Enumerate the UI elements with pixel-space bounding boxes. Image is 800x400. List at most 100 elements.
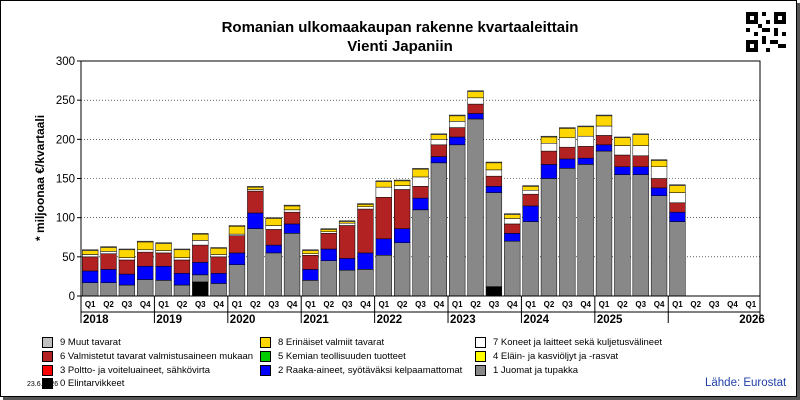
bar-segment: [540, 136, 558, 144]
bar-segment: [320, 229, 337, 233]
bar-segment: [412, 186, 429, 199]
x-tick-label: Q1: [525, 300, 536, 309]
bar-segment: [650, 187, 668, 196]
bar-segment: [82, 254, 99, 258]
bar-segment: [302, 250, 319, 254]
bar-segment: [577, 146, 594, 159]
bar-segment: [210, 247, 227, 255]
bar-segment: [265, 218, 282, 226]
x-tick-label: Q4: [580, 300, 591, 309]
bar-segment: [449, 114, 466, 117]
bar-segment: [265, 244, 282, 254]
bar-segment: [632, 174, 649, 297]
bar-segment: [467, 103, 484, 114]
bar-segment: [118, 273, 136, 286]
bar-segment: [247, 190, 264, 214]
legend-label: 2 Raaka-aineet, syötäväksi kelpaamattoma…: [278, 365, 463, 376]
bar-segment: [669, 184, 686, 186]
bar-segment: [155, 242, 172, 244]
bar-segment: [265, 225, 282, 230]
bar-segment: [504, 223, 521, 234]
bar-segment: [357, 203, 374, 205]
bar-segment: [375, 197, 392, 240]
bar-segment: [357, 208, 374, 254]
legend-swatch: [42, 378, 53, 389]
bar-segment: [192, 262, 209, 276]
bar-segment: [155, 252, 172, 267]
bar-segment: [485, 175, 503, 187]
bar-segment: [283, 209, 301, 213]
bar-segment: [559, 137, 576, 148]
bar-segment: [173, 284, 191, 297]
bar-segment: [394, 180, 411, 186]
bar-segment: [320, 228, 337, 230]
bar-segment: [467, 118, 484, 297]
bar-segment: [265, 252, 282, 297]
bar-segment: [559, 168, 576, 297]
legend-swatch: [475, 351, 486, 362]
bar-segment: [485, 162, 503, 171]
bar-segment: [302, 249, 319, 251]
bar-segment: [430, 144, 447, 157]
bar-segment: [338, 220, 356, 222]
bar-segment: [228, 235, 246, 254]
bar-segment: [394, 185, 411, 190]
chart-title: Romanian ulkomaakaupan rakenne kvartaale…: [221, 19, 579, 36]
bar-segment: [632, 155, 649, 168]
x-tick-label: Q1: [232, 300, 243, 309]
chart-subtitle: Vienti Japaniin: [347, 38, 453, 55]
legend-swatch: [260, 365, 271, 376]
x-tick-label: Q3: [709, 300, 720, 309]
source-label: Lähde: Eurostat: [705, 377, 787, 389]
year-label: 2022: [377, 314, 403, 326]
y-tick-label: 200: [56, 134, 75, 146]
bar-segment: [394, 179, 411, 182]
bar-segment: [485, 286, 503, 297]
bar-segment: [283, 233, 301, 297]
x-tick-label: Q3: [268, 300, 279, 309]
bar-segment: [522, 186, 539, 191]
bar-segment: [155, 265, 172, 281]
bar-segment: [100, 282, 117, 297]
bar-segment: [577, 126, 594, 137]
year-label: 2020: [230, 314, 256, 326]
bar-segment: [210, 247, 227, 249]
bar-segment: [449, 121, 466, 128]
bar-segment: [173, 273, 191, 286]
x-tick-label: Q2: [544, 300, 555, 309]
bar-segment: [357, 252, 374, 270]
y-tick-label: 50: [62, 252, 75, 264]
legend-swatch: [42, 365, 53, 376]
bar-segment: [375, 238, 392, 256]
x-tick-label: Q2: [250, 300, 261, 309]
bar-segment: [430, 156, 447, 164]
year-label: 2024: [523, 314, 549, 326]
bar-segment: [595, 135, 613, 146]
bar-segment: [430, 162, 447, 297]
bar-segment: [504, 218, 521, 225]
bar-segment: [412, 168, 429, 178]
bar-segment: [210, 283, 227, 297]
bar-segment: [320, 233, 337, 250]
plot-border: [80, 60, 761, 297]
bar-segment: [283, 211, 301, 225]
x-tick-label: Q4: [140, 300, 151, 309]
x-tick-label: Q4: [654, 300, 665, 309]
bar-segment: [614, 136, 631, 139]
bar-segment: [137, 249, 154, 253]
x-tick-label: Q2: [690, 300, 701, 309]
bar-segment: [504, 233, 521, 242]
bar-segment: [394, 228, 411, 243]
bar-segment: [412, 197, 429, 211]
x-tick-label: Q2: [103, 300, 114, 309]
bar-segment: [283, 205, 301, 211]
bar-segment: [82, 282, 99, 297]
bar-segment: [100, 253, 117, 270]
bar-segment: [522, 190, 539, 195]
bar-segment: [632, 145, 649, 157]
legend-swatch: [260, 351, 271, 362]
bar-segment: [394, 189, 411, 229]
bar-segment: [577, 135, 594, 147]
year-label: 2026: [739, 314, 765, 326]
